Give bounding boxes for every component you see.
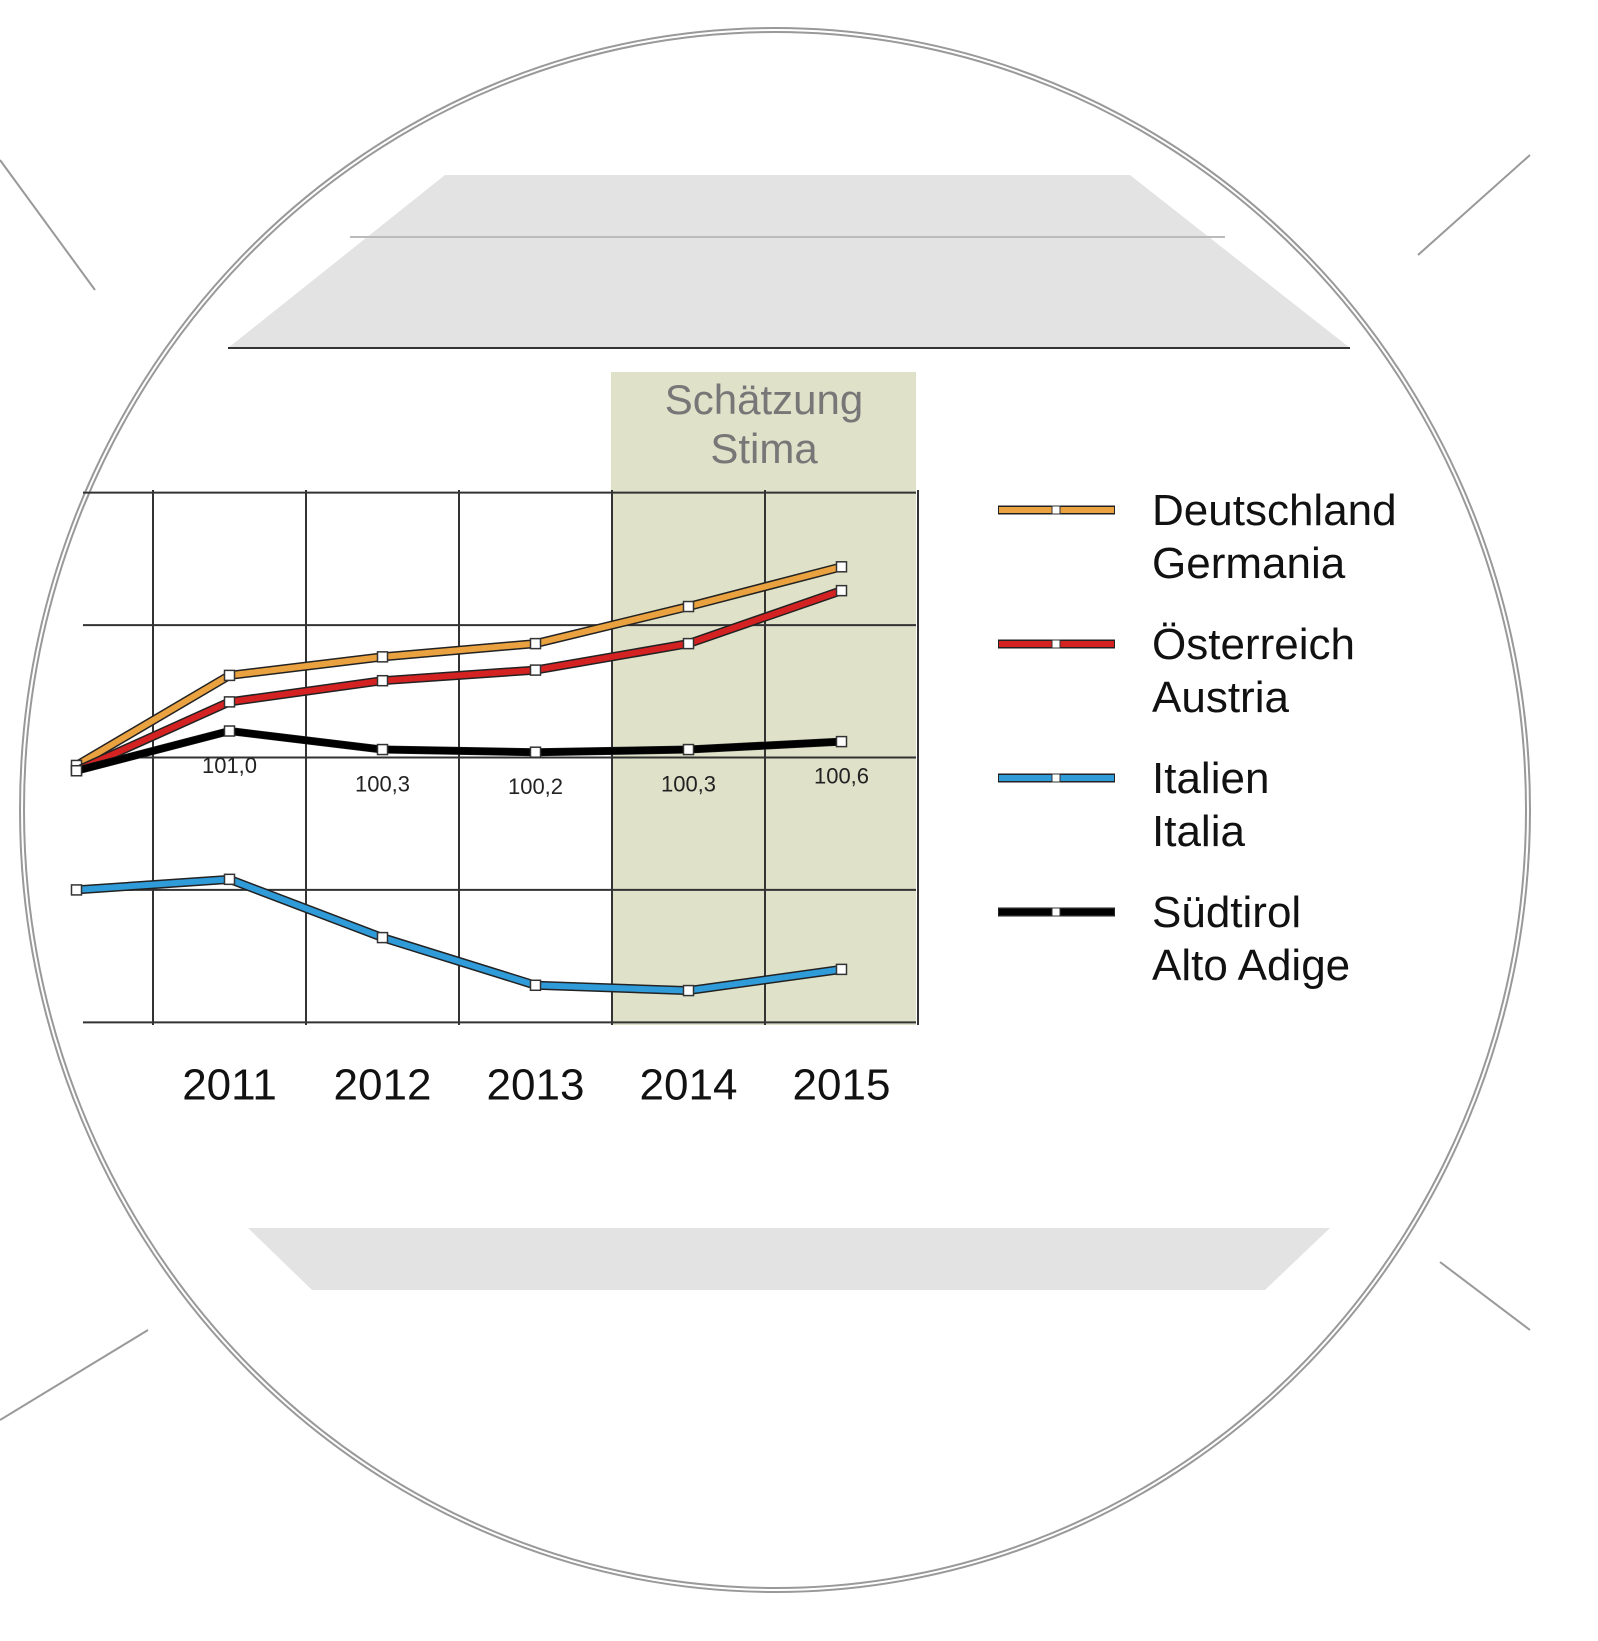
data-label: 100,3 xyxy=(355,771,410,796)
data-label: 100,2 xyxy=(508,774,563,799)
frame-inner xyxy=(21,29,1529,1591)
point-marker xyxy=(529,637,542,650)
deco-line xyxy=(0,159,96,291)
data-label: 101,0 xyxy=(202,753,257,778)
x-tick-label: 2015 xyxy=(793,1061,891,1110)
point-marker xyxy=(223,669,236,682)
legend-marker xyxy=(1051,639,1061,649)
series-line xyxy=(74,563,843,769)
point-marker xyxy=(70,884,83,896)
estimate-region xyxy=(611,372,916,1025)
point-marker xyxy=(835,735,848,748)
point-marker xyxy=(835,584,848,597)
legend-label: Südtirol Alto Adige xyxy=(1152,888,1351,990)
x-tick-label: 2012 xyxy=(334,1061,432,1110)
legend-marker xyxy=(1051,773,1061,783)
point-marker xyxy=(70,764,83,777)
point-marker xyxy=(529,979,542,992)
point-marker xyxy=(529,664,542,676)
point-marker xyxy=(682,743,695,756)
point-marker xyxy=(835,963,848,976)
x-tick-label: 2013 xyxy=(487,1061,585,1110)
deco-line xyxy=(1439,1261,1531,1331)
data-label: 100,6 xyxy=(814,763,869,788)
point-marker xyxy=(376,674,389,687)
data-label: 100,3 xyxy=(661,771,716,796)
series-line xyxy=(76,876,842,994)
legend-label: Deutschland Germania xyxy=(1152,486,1397,588)
point-marker xyxy=(223,725,236,737)
point-marker xyxy=(376,651,389,663)
legend-label: Italien Italia xyxy=(1152,754,1270,856)
deco-band xyxy=(228,175,1350,348)
series-line xyxy=(75,727,842,775)
point-marker xyxy=(223,696,236,708)
legend-marker xyxy=(1051,505,1061,515)
legend-marker xyxy=(1051,907,1061,917)
deco-line xyxy=(1417,154,1531,256)
point-marker xyxy=(376,931,389,944)
point-marker xyxy=(682,637,695,650)
annotation: Stima xyxy=(710,425,818,472)
x-tick-label: 2011 xyxy=(182,1061,277,1110)
point-marker xyxy=(682,600,695,613)
point-marker xyxy=(376,743,389,756)
series-line xyxy=(75,587,843,774)
x-tick-label: 2014 xyxy=(640,1061,738,1110)
point-marker xyxy=(835,561,848,573)
legend-label: Österreich Austria xyxy=(1152,620,1355,722)
deco-band xyxy=(248,1228,1330,1290)
point-marker xyxy=(223,873,236,886)
point-marker xyxy=(682,984,695,997)
point-marker xyxy=(529,746,542,758)
deco-line xyxy=(0,1329,149,1421)
annotation: Schätzung xyxy=(665,376,863,423)
